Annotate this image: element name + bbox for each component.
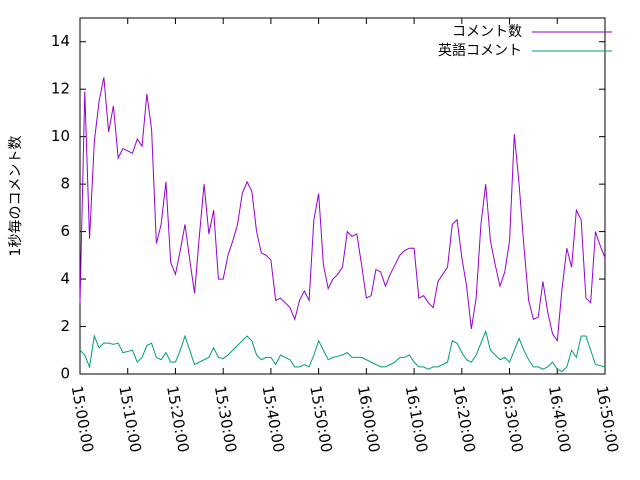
y-axis-label: 1秒毎のコメント数 (8, 136, 24, 257)
legend-label: コメント数 (452, 24, 522, 40)
legend-label: 英語コメント (438, 42, 522, 59)
x-tick-label: 15:00:00 (68, 384, 97, 453)
x-tick-label: 16:10:00 (402, 384, 431, 453)
x-tick-label: 15:10:00 (115, 384, 144, 453)
x-tick-label: 16:20:00 (449, 384, 478, 453)
series-line (79, 77, 606, 343)
series-line (79, 329, 606, 373)
y-tick-label: 6 (60, 222, 70, 240)
x-tick-label: 16:50:00 (593, 384, 622, 453)
y-tick-label: 2 (60, 317, 70, 335)
y-tick-label: 0 (60, 365, 70, 383)
plot-frame (79, 17, 606, 375)
x-tick-label: 15:30:00 (211, 384, 240, 453)
x-tick-label: 15:50:00 (306, 384, 335, 453)
x-tick-label: 15:20:00 (163, 384, 192, 453)
x-tick-label: 15:40:00 (259, 384, 288, 453)
y-tick-label: 4 (60, 270, 70, 288)
y-tick-label: 12 (51, 80, 70, 98)
x-tick-label: 16:00:00 (354, 384, 383, 453)
y-tick-label: 8 (60, 175, 70, 193)
y-tick-label: 14 (51, 32, 70, 50)
x-tick-label: 16:30:00 (497, 384, 526, 453)
y-tick-label: 10 (51, 127, 70, 145)
x-tick-label: 16:40:00 (545, 384, 574, 453)
